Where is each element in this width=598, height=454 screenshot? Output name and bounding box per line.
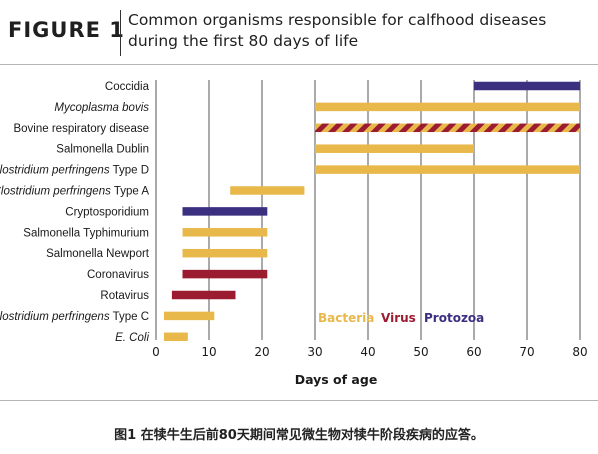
category-label-text-2: Bovine respiratory disease [13,123,149,135]
category-label-12: E. Coli [115,332,149,344]
bar-5 [230,186,305,195]
category-label-text-11: Type C [110,311,149,323]
bar-12 [163,332,188,342]
category-label-2: Bovine respiratory disease [13,123,149,135]
category-label-text-7: Salmonella Typhimurium [23,227,149,239]
category-label-8: Salmonella Newport [46,248,150,260]
category-label-9: Coronavirus [87,269,149,281]
category-label-text-0: Coccidia [105,81,150,93]
tick-label-0: 0 [152,345,160,359]
category-label-text-10: Rotavirus [100,290,149,302]
x-axis-ticks: 0 10 20 30 40 50 60 70 80 [152,345,587,359]
category-label-text-3: Salmonella Dublin [56,144,149,156]
tick-label-40: 40 [360,345,375,359]
legend-protozoa: Protozoa [424,311,484,325]
category-label-10: Rotavirus [100,290,149,302]
legend-bacteria: Bacteria [318,311,374,325]
category-label-italic-4: Clostridium perfringens [0,165,110,177]
category-label-6: Cryptosporidium [65,206,149,218]
category-label-text-8: Salmonella Newport [46,248,150,260]
tick-label-30: 30 [307,345,322,359]
figure-title: Common organisms responsible for calfhoo… [128,10,588,52]
category-label-11: Clostridium perfringens Type C [0,311,149,323]
category-label-3: Salmonella Dublin [56,144,149,156]
bar-2 [315,123,580,133]
bar-9 [182,269,268,279]
category-label-5: Clostridium perfringens Type A [0,186,149,198]
bar-0 [474,81,580,91]
category-label-0: Coccidia [105,81,150,93]
figure-title-line-1: Common organisms responsible for calfhoo… [128,11,547,29]
figure-caption: 图1 在犊牛生后前80天期间常见微生物对犊牛阶段疾病的应答。 [114,428,484,443]
header-rule [0,64,598,65]
legend: Bacteria Virus Protozoa [318,311,484,325]
tick-label-10: 10 [201,345,216,359]
x-axis-label: Days of age [295,372,378,387]
tick-label-80: 80 [572,345,587,359]
legend-virus: Virus [381,311,416,325]
category-labels: Coccidia Mycoplasma bovis Bovine respirato… [0,81,150,344]
bar-6 [182,207,268,216]
category-label-4: Clostridium perfringens Type D [0,165,149,177]
category-label-italic-1: Mycoplasma bovis [54,102,149,114]
figure-title-line-2: during the first 80 days of life [128,32,359,50]
category-label-italic-12: E. Coli [115,332,149,344]
bar-8 [182,248,268,258]
figure-header: FIGURE 1 Common organisms responsible fo… [0,0,598,64]
category-label-text-9: Coronavirus [87,269,149,281]
category-label-7: Salmonella Typhimurium [23,227,149,239]
category-label-italic-5: Clostridium perfringens [0,186,111,198]
bars [163,81,580,342]
footer-rule [0,400,598,401]
header-divider [120,10,121,56]
category-label-1: Mycoplasma bovis [54,102,149,114]
bar-1 [315,102,580,112]
range-bar-chart: Coccidia Mycoplasma bovis Bovine respirato… [0,80,588,387]
tick-label-50: 50 [413,345,428,359]
bar-3 [315,144,474,153]
tick-label-20: 20 [254,345,269,359]
category-label-italic-11: Clostridium perfringens [0,311,110,323]
bar-10 [171,290,236,300]
tick-label-60: 60 [466,345,481,359]
bar-4 [315,165,580,174]
figure-label: FIGURE 1 [8,18,125,42]
bar-11 [163,311,215,321]
category-label-text-6: Cryptosporidium [65,206,149,218]
tick-label-70: 70 [519,345,534,359]
category-label-text-5: Type A [111,186,149,198]
bar-7 [182,228,268,237]
category-label-text-4: Type D [110,165,149,177]
